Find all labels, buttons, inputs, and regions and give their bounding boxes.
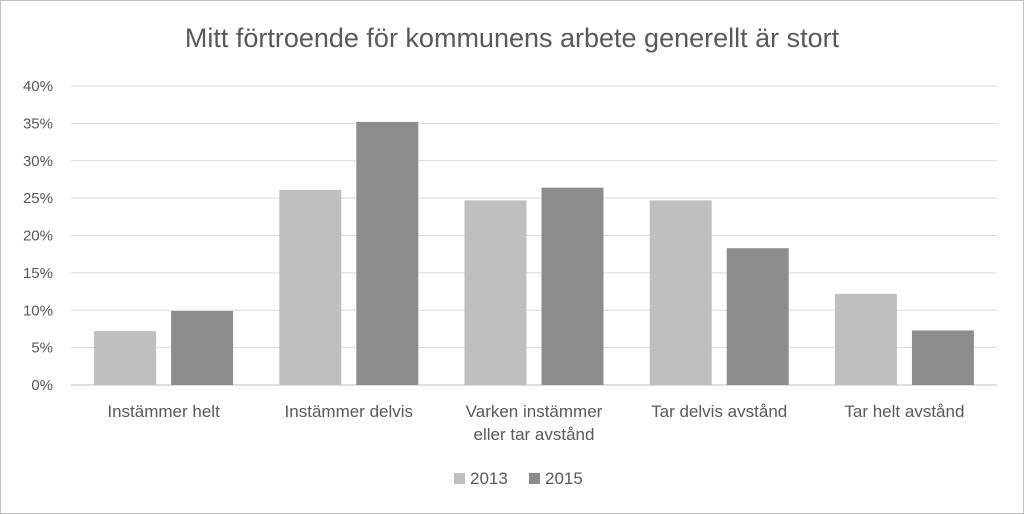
x-category-label: Varken instämmer eller tar avstånd [466, 402, 603, 444]
legend-label-2015: 2015 [545, 469, 583, 488]
bar-2015-4 [911, 330, 974, 385]
y-tick-label: 15% [23, 265, 53, 282]
bar-2013-2 [464, 200, 527, 385]
y-tick-label: 20% [23, 228, 53, 245]
bar-2013-0 [94, 331, 157, 385]
legend-swatch-2013 [454, 473, 465, 484]
bar-2015-1 [356, 121, 419, 385]
y-tick-label: 10% [23, 302, 53, 319]
y-tick-label: 40% [23, 78, 53, 95]
legend-swatch-2015 [529, 473, 540, 484]
chart-title: Mitt förtroende för kommunens arbete gen… [184, 23, 840, 53]
x-category-label: Tar delvis avstånd [651, 402, 787, 421]
y-tick-label: 5% [31, 340, 53, 357]
bar-2015-0 [171, 310, 234, 385]
bar-2013-1 [279, 189, 342, 385]
y-tick-label: 30% [23, 153, 53, 170]
bar-2015-2 [541, 187, 604, 385]
y-tick-label: 25% [23, 190, 53, 207]
legend-label-2013: 2013 [470, 469, 508, 488]
x-category-label: Instämmer helt [107, 402, 220, 421]
bar-2013-3 [649, 200, 712, 385]
y-tick-label: 35% [23, 115, 53, 132]
bar-2013-4 [834, 293, 897, 385]
x-category-label: Tar helt avstånd [844, 402, 964, 421]
bar-2015-3 [726, 248, 789, 385]
y-tick-label: 0% [31, 377, 53, 394]
x-category-label: Instämmer delvis [285, 402, 413, 421]
